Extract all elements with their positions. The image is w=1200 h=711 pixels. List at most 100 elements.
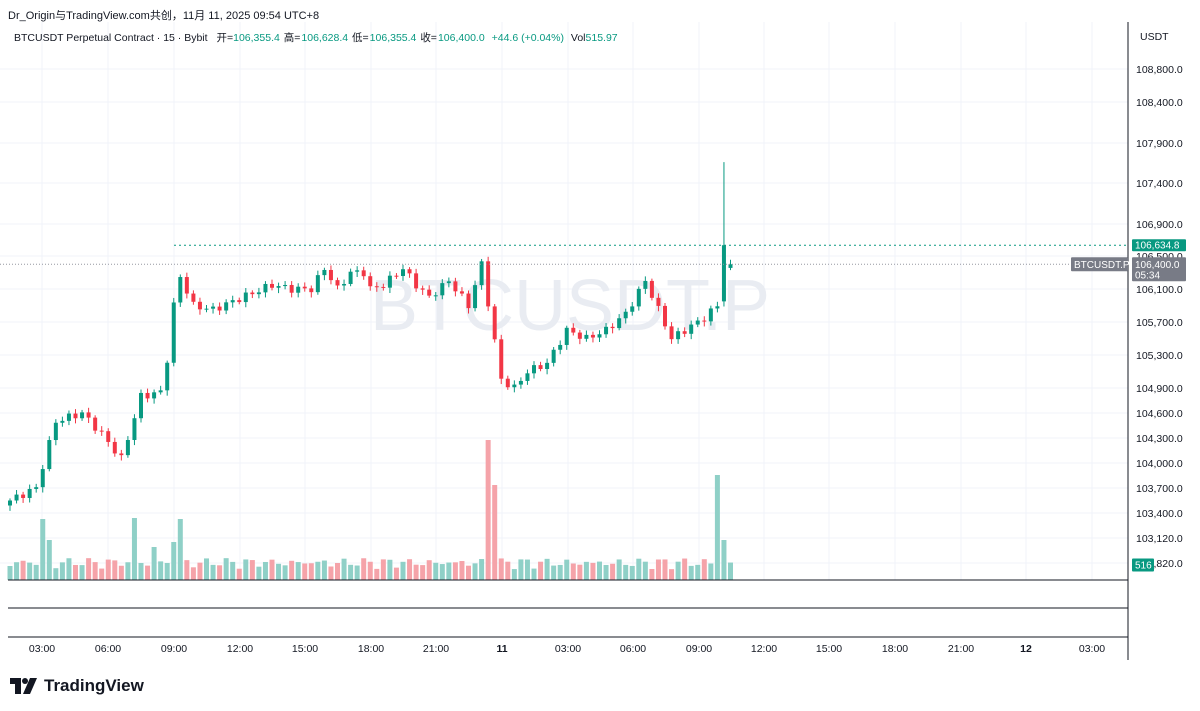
price-tick-label: 105,700.0 (1136, 317, 1183, 329)
candle (34, 483, 39, 493)
time-tick-label: 06:00 (620, 643, 646, 655)
candle (53, 419, 58, 446)
candle (486, 256, 491, 312)
volume-bar (472, 563, 478, 580)
candle-body (663, 305, 667, 327)
candle (217, 302, 222, 315)
tradingview-logo[interactable]: TradingView (10, 676, 144, 696)
candle (584, 330, 589, 342)
candle (355, 266, 360, 277)
candle (571, 323, 576, 336)
volume-bar (721, 540, 727, 580)
candle (165, 360, 170, 396)
symbol-title[interactable]: BTCUSDT Perpetual Contract · 15 · Bybit (14, 32, 208, 44)
volume-bar (315, 561, 321, 580)
candle (538, 361, 543, 372)
candle-body (689, 324, 694, 334)
time-tick-label: 18:00 (882, 643, 908, 655)
time-tick-label: 12:00 (751, 643, 777, 655)
candle (348, 268, 353, 287)
price-tick-label: 104,900.0 (1136, 383, 1183, 395)
candle (197, 297, 202, 315)
candle (322, 267, 327, 281)
volume-bar (269, 559, 275, 580)
volume-bar (256, 566, 262, 580)
candle-body (440, 283, 445, 296)
volume-bar (223, 558, 229, 580)
volume-bar (675, 561, 681, 580)
volume-bar (485, 440, 491, 580)
price-tick-label: 104,300.0 (1136, 433, 1183, 445)
volume-bar (295, 562, 301, 580)
candle-body (237, 300, 242, 303)
candle-body (381, 286, 386, 288)
volume-label: Vol (570, 32, 586, 44)
candle-body (721, 245, 726, 302)
tradingview-logo-icon (10, 678, 37, 694)
candle (656, 293, 661, 312)
volume-bar (20, 560, 26, 580)
candle-body (302, 286, 307, 289)
volume-bar (538, 561, 544, 580)
candle (394, 273, 399, 279)
candle (132, 414, 137, 446)
candle (689, 320, 694, 340)
candle (315, 270, 320, 295)
candle-body (80, 412, 85, 419)
candle (119, 449, 124, 461)
volume-bar (59, 562, 65, 580)
volume-bar (354, 565, 360, 580)
candle-body (348, 271, 353, 284)
candle-body (702, 320, 707, 322)
pane-separators (8, 22, 1129, 660)
candle-body (158, 390, 163, 393)
candle-body (446, 281, 451, 284)
volume-bar (400, 561, 406, 580)
candle (649, 278, 654, 301)
volume-bar (328, 566, 334, 580)
volume-tag: 516 (1135, 561, 1152, 572)
volume-bar (459, 561, 465, 580)
volume-bar (66, 558, 72, 580)
volume-bar (682, 558, 688, 580)
volume-bar (33, 564, 39, 580)
volume-bar (387, 559, 393, 580)
volume-bar (695, 564, 701, 580)
candle-body (270, 283, 274, 288)
candle (473, 280, 478, 312)
price-lines (0, 244, 1128, 265)
volume-bar (164, 562, 170, 580)
candle (663, 303, 667, 330)
candle-body (217, 306, 222, 311)
candle-body (47, 440, 52, 470)
high-value: 106,628.4 (301, 32, 349, 44)
candle-body (99, 430, 104, 432)
high-label: 高= (283, 32, 301, 44)
candle (466, 290, 471, 314)
candle-body (715, 306, 720, 309)
open-label: 开= (216, 32, 234, 44)
candle-body (414, 273, 419, 289)
volume-bar (393, 567, 399, 580)
candle (479, 258, 484, 290)
candle (610, 323, 615, 334)
candle-body (86, 412, 91, 418)
candle-body (230, 300, 235, 303)
volume-bar (407, 559, 413, 580)
candle (99, 426, 104, 436)
candlestick-series (8, 162, 733, 511)
price-tick-label: 108,400.0 (1136, 97, 1183, 109)
candle-body (538, 365, 543, 370)
volume-bar (276, 563, 282, 580)
candle (682, 327, 687, 338)
candle-body (525, 373, 530, 381)
candle-body (453, 281, 458, 292)
candle-body (73, 413, 78, 419)
candle-body (532, 365, 536, 374)
candle (361, 266, 366, 280)
candle-body (40, 469, 45, 488)
candle (577, 329, 582, 345)
volume-bar (99, 568, 105, 580)
volume-bar (138, 562, 144, 580)
